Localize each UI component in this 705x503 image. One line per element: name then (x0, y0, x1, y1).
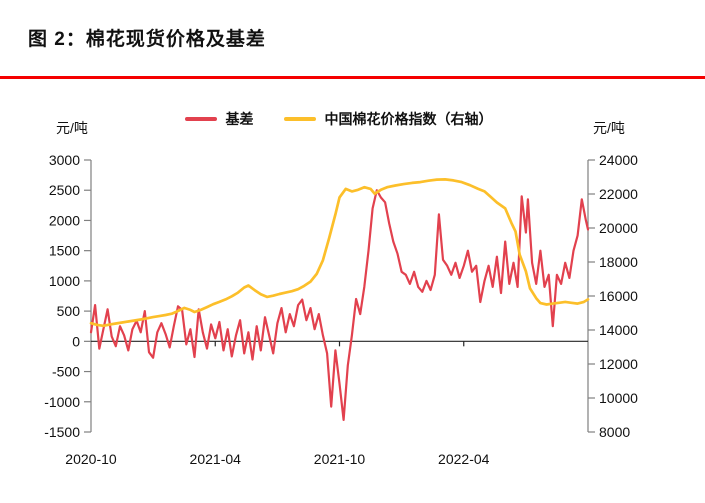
right-axis-tick-label: 14000 (599, 322, 638, 338)
left-axis-tick-label: -1000 (44, 394, 80, 410)
series-group (89, 178, 590, 421)
left-axis-tick-label: 500 (57, 303, 81, 319)
right-axis-tick-label: 8000 (599, 424, 630, 440)
chart-legend: 基差 中国棉花价格指数（右轴） (0, 109, 691, 129)
legend-item-basis: 基差 (184, 109, 254, 129)
right-axis-tick-label: 12000 (599, 356, 638, 372)
legend-label-basis: 基差 (225, 111, 254, 127)
x-axis-tick-label: 2021-04 (190, 451, 242, 467)
right-axis-tick-label: 22000 (599, 186, 638, 202)
left-axis-tick-label: 3000 (49, 152, 80, 168)
title-rule-divider (0, 76, 705, 79)
x-axis-tick-label: 2022-04 (438, 451, 490, 467)
index-line-series (89, 178, 590, 328)
left-axis-unit-label: 元/吨 (56, 120, 88, 136)
basis-line-series (89, 189, 590, 421)
right-axis-tick-label: 16000 (599, 288, 638, 304)
right-axis-tick-label: 10000 (599, 390, 638, 406)
legend-label-index: 中国棉花价格指数（右轴） (324, 111, 493, 127)
index-line-swatch-icon (283, 117, 316, 121)
left-axis-tick-label: 1000 (49, 273, 80, 289)
right-axis-unit-label: 元/吨 (593, 120, 625, 136)
x-axis-tick-label: 2021-10 (314, 451, 366, 467)
left-axis-tick-label: -500 (52, 364, 80, 380)
left-axis-tick-label: 2500 (49, 182, 80, 198)
right-axis-tick-label: 24000 (599, 152, 638, 168)
left-axis-tick-label: 0 (72, 333, 80, 349)
tick-labels-group: 3000 2500 2000 1500 1000 500 0 -500 -1000 -1500 24… (44, 152, 638, 467)
figure-title: 图 2：棉花现货价格及基差 (28, 29, 266, 50)
legend-item-index: 中国棉花价格指数（右轴） (283, 109, 493, 129)
left-axis-tick-label: 2000 (49, 212, 80, 228)
x-axis-tick-label: 2020-10 (65, 451, 117, 467)
left-axis-tick-label: 1500 (49, 243, 80, 259)
right-axis-tick-label: 18000 (599, 254, 638, 270)
axes-group (84, 159, 595, 433)
basis-line-swatch-icon (184, 117, 217, 121)
left-axis-tick-label: -1500 (44, 424, 80, 440)
right-axis-tick-label: 20000 (599, 220, 638, 236)
